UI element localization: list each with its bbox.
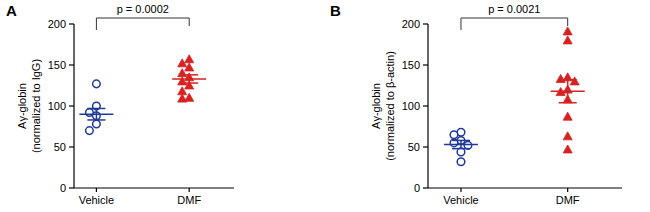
- x-axis: [74, 187, 234, 188]
- y-tick-label: 0: [60, 182, 66, 194]
- error-stem: [188, 75, 190, 83]
- error-cap: [87, 108, 105, 110]
- panel: B 0 50 100 150 200 Aγ-globin(normalized to β-a…: [330, 2, 622, 206]
- error-cap: [559, 79, 577, 81]
- y-axis-label: (normalized to β-actin): [384, 51, 396, 161]
- y-tick: [423, 23, 428, 24]
- point: [178, 59, 187, 67]
- plot-area: [444, 27, 585, 166]
- error-cap: [559, 102, 577, 104]
- point: [185, 55, 194, 63]
- point: [563, 132, 572, 140]
- y-tick-label: 50: [408, 141, 420, 153]
- error-cap: [180, 82, 198, 84]
- x-tick-label: DMF: [556, 194, 580, 206]
- y-tick: [423, 105, 428, 106]
- y-axis-label: Aγ-globin: [16, 83, 28, 129]
- point: [86, 127, 94, 135]
- error-cap: [452, 140, 470, 142]
- y-tick-label: 50: [54, 141, 66, 153]
- panel-label: B: [330, 2, 341, 19]
- error-stem: [567, 80, 569, 103]
- y-tick: [69, 23, 74, 24]
- x-tick-label: DMF: [177, 194, 201, 206]
- y-tick-label: 200: [402, 18, 420, 30]
- y-tick-label: 100: [402, 100, 420, 112]
- y-tick: [69, 146, 74, 147]
- y-tick: [69, 105, 74, 106]
- p-value: p = 0.0002: [117, 3, 169, 15]
- point: [563, 36, 572, 44]
- x-tick: [567, 188, 568, 192]
- point: [563, 145, 572, 153]
- point: [563, 27, 572, 35]
- bracket: [461, 18, 568, 30]
- y-tick: [423, 146, 428, 147]
- point: [556, 74, 565, 82]
- y-tick-label: 0: [414, 182, 420, 194]
- plot-area: [79, 55, 206, 135]
- point: [178, 94, 187, 102]
- point: [185, 93, 194, 101]
- y-tick: [423, 64, 428, 65]
- x-tick: [460, 188, 461, 192]
- y-axis-label: Aγ-globin: [370, 83, 382, 129]
- x-tick-label: Vehicle: [79, 194, 114, 206]
- point: [185, 63, 194, 71]
- error-bar: [180, 75, 198, 83]
- y-tick-label: 100: [48, 100, 66, 112]
- point: [563, 112, 572, 120]
- y-tick-label: 200: [48, 18, 66, 30]
- error-bar: [452, 140, 470, 148]
- figure: A050100150200Aγ-globin(normalized to IgG…: [0, 0, 650, 212]
- point: [457, 158, 465, 166]
- y-tick: [69, 187, 74, 188]
- error-cap: [180, 74, 198, 76]
- error-bar: [559, 80, 577, 103]
- p-value: p = 0.0021: [488, 3, 540, 15]
- y-axis-label: (normalized to IgG): [30, 59, 42, 153]
- bracket: [96, 18, 189, 30]
- error-stem: [96, 108, 98, 119]
- x-tick: [96, 188, 97, 192]
- error-stem: [460, 140, 462, 148]
- y-tick-label: 150: [48, 59, 66, 71]
- x-axis: [428, 187, 622, 188]
- panel: A 0 50 100 150 200 Aγ-globin(normalized to IgG…: [6, 2, 234, 206]
- y-tick-label: 150: [402, 59, 420, 71]
- point: [450, 131, 458, 139]
- error-cap: [452, 148, 470, 150]
- y-tick: [69, 64, 74, 65]
- error-cap: [87, 119, 105, 121]
- y-tick: [423, 187, 428, 188]
- x-tick-label: Vehicle: [443, 194, 478, 206]
- error-bar: [87, 108, 105, 119]
- point: [93, 120, 101, 128]
- point: [570, 77, 579, 85]
- point: [93, 80, 101, 88]
- x-tick: [189, 188, 190, 192]
- panel-label: A: [6, 2, 17, 19]
